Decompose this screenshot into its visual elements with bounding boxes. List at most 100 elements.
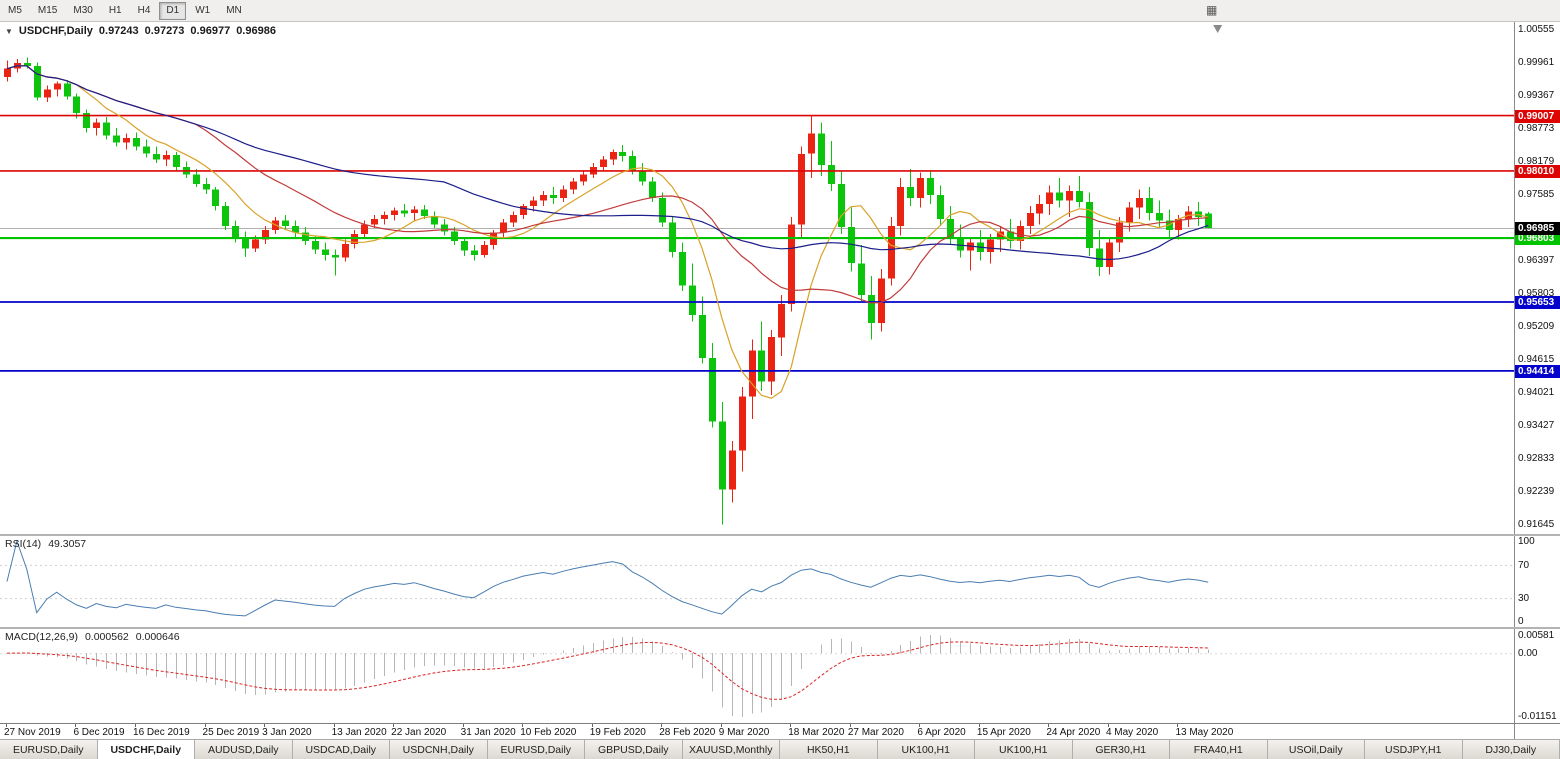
price-axis-label: 0.94615 <box>1518 353 1555 365</box>
rsi-indicator-panel: RSI(14) 49.3057 100 70 30 0 <box>0 534 1560 627</box>
rsi-plot[interactable]: RSI(14) 49.3057 <box>0 536 1514 627</box>
time-axis-tick <box>849 724 851 727</box>
rsi-label: RSI(14) <box>5 538 42 550</box>
time-axis-tick <box>264 724 266 727</box>
chart-tab-gbpusd-daily[interactable]: GBPUSD,Daily <box>585 740 683 759</box>
toolbar-grid-icon[interactable]: ▦ <box>1206 3 1218 17</box>
time-axis-label: 27 Mar 2020 <box>847 727 904 738</box>
time-axis-tick <box>393 724 395 727</box>
time-axis-tick <box>790 724 792 727</box>
time-axis-label: 6 Apr 2020 <box>917 727 966 738</box>
price-axis[interactable]: 1.00555 0.99961 0.99367 0.98773 0.98179 0.975… <box>1514 22 1560 534</box>
chart-tab-eurusd-daily[interactable]: EURUSD,Daily <box>487 740 585 759</box>
rsi-axis-label: 0 <box>1518 616 1524 627</box>
current-price-badge: 0.96985 <box>1515 221 1560 235</box>
macd-indicator-panel: MACD(12,26,9) 0.000562 0.000646 0.00581 0… <box>0 627 1560 723</box>
price-axis-label: 0.99367 <box>1518 89 1555 101</box>
timeframe-button-m5[interactable]: M5 <box>1 2 29 20</box>
chart-tab-usdchf-daily[interactable]: USDCHF,Daily <box>97 740 195 759</box>
time-axis-spacer <box>1514 724 1560 739</box>
time-axis-labels: 27 Nov 2019 6 Dec 2019 16 Dec 2019 25 Dec 2… <box>0 724 1514 739</box>
timeframe-toolbar: ▦ M5 M15 M30 H1 H4 D1 W1 MN <box>0 0 1560 22</box>
macd-axis[interactable]: 0.00581 0.00 -0.01151 <box>1514 629 1560 723</box>
time-axis-tick <box>522 724 524 727</box>
time-axis-tick <box>1107 724 1109 727</box>
rsi-axis[interactable]: 100 70 30 0 <box>1514 536 1560 627</box>
chart-symbol-label: USDCHF,Daily <box>18 25 93 37</box>
chart-tab-hk50-h1[interactable]: HK50,H1 <box>780 740 878 759</box>
time-axis-label: 27 Nov 2019 <box>3 727 61 738</box>
macd-histogram <box>17 634 1209 718</box>
price-axis-label: 0.92239 <box>1518 485 1555 497</box>
timeframe-button-h4[interactable]: H4 <box>131 2 158 20</box>
main-chart-plot[interactable]: ▼ USDCHF,Daily 0.97243 0.97273 0.96977 0… <box>0 22 1514 534</box>
one-click-trading-icon[interactable]: ▼ <box>5 26 13 36</box>
macd-signal-line <box>6 641 1209 700</box>
price-axis-label: 0.99961 <box>1518 56 1555 68</box>
chart-tab-uk100-h1[interactable]: UK100,H1 <box>975 740 1073 759</box>
timeframe-button-m30[interactable]: M30 <box>66 2 99 20</box>
ohlc-low: 0.96977 <box>190 25 231 37</box>
price-line-badge: 0.94414 <box>1515 364 1560 378</box>
macd-chart <box>0 634 1514 718</box>
timeframe-button-w1[interactable]: W1 <box>188 2 217 20</box>
time-axis-label: 15 Apr 2020 <box>976 727 1031 738</box>
time-axis-tick <box>75 724 77 727</box>
rsi-axis-label: 30 <box>1518 593 1530 605</box>
macd-signal-value: 0.000646 <box>135 631 180 643</box>
chart-tab-usdcnh-daily[interactable]: USDCNH,Daily <box>390 740 488 759</box>
timeframe-button-mn[interactable]: MN <box>219 2 249 20</box>
time-axis-tick <box>1048 724 1050 727</box>
time-axis-label: 13 May 2020 <box>1175 727 1234 738</box>
time-axis[interactable]: 27 Nov 2019 6 Dec 2019 16 Dec 2019 25 Dec 2… <box>0 723 1560 739</box>
chart-tab-xauusd-monthly[interactable]: XAUUSD,Monthly <box>682 740 780 759</box>
chart-tab-ger30-h1[interactable]: GER30,H1 <box>1072 740 1170 759</box>
time-axis-label: 16 Dec 2019 <box>133 727 190 738</box>
timeframe-button-h1[interactable]: H1 <box>102 2 129 20</box>
time-axis-label: 3 Jan 2020 <box>262 727 312 738</box>
chart-tab-dj30-daily[interactable]: DJ30,Daily <box>1462 740 1560 759</box>
price-axis-label: 0.92833 <box>1518 452 1555 464</box>
main-chart-panel: ▼ USDCHF,Daily 0.97243 0.97273 0.96977 0… <box>0 22 1560 534</box>
chart-tab-fra40-h1[interactable]: FRA40,H1 <box>1170 740 1268 759</box>
time-axis-tick <box>333 724 335 727</box>
macd-plot[interactable]: MACD(12,26,9) 0.000562 0.000646 <box>0 629 1514 723</box>
chart-tab-eurusd-daily[interactable]: EURUSD,Daily <box>0 740 98 759</box>
time-axis-tick <box>978 724 980 727</box>
price-axis-label: 0.94021 <box>1518 386 1555 398</box>
price-line-badge: 0.98010 <box>1515 164 1560 178</box>
time-axis-tick <box>919 724 921 727</box>
price-line-badge: 0.96803 <box>1515 232 1560 246</box>
time-axis-label: 4 May 2020 <box>1105 727 1159 738</box>
chart-title: ▼ USDCHF,Daily 0.97243 0.97273 0.96977 0… <box>5 25 276 37</box>
price-line-badge: 0.99007 <box>1515 109 1560 123</box>
timeframe-button-d1[interactable]: D1 <box>159 1 187 20</box>
chart-tab-uk100-h1[interactable]: UK100,H1 <box>877 740 975 759</box>
price-axis-label: 0.96397 <box>1518 254 1555 266</box>
time-axis-label: 9 Mar 2020 <box>718 727 770 738</box>
rsi-line <box>6 539 1209 617</box>
chart-tab-audusd-daily[interactable]: AUDUSD,Daily <box>195 740 293 759</box>
price-axis-label: 0.97585 <box>1518 188 1555 200</box>
time-axis-label: 25 Dec 2019 <box>202 727 260 738</box>
rsi-title: RSI(14) 49.3057 <box>5 538 86 550</box>
time-axis-label: 10 Feb 2020 <box>520 727 577 738</box>
macd-title: MACD(12,26,9) 0.000562 0.000646 <box>5 631 180 643</box>
time-axis-label: 24 Apr 2020 <box>1046 727 1101 738</box>
chart-tab-usdjpy-h1[interactable]: USDJPY,H1 <box>1365 740 1463 759</box>
macd-axis-label: -0.01151 <box>1518 711 1557 722</box>
moving-average-20-line <box>6 65 1209 304</box>
moving-average-8-line <box>6 65 1209 399</box>
time-axis-label: 13 Jan 2020 <box>331 727 387 738</box>
ohlc-high: 0.97273 <box>144 25 185 37</box>
time-axis-tick <box>661 724 663 727</box>
time-axis-label: 22 Jan 2020 <box>391 727 447 738</box>
chart-tab-usoil-daily[interactable]: USOil,Daily <box>1267 740 1365 759</box>
time-axis-label: 18 Mar 2020 <box>788 727 845 738</box>
time-axis-tick <box>462 724 464 727</box>
chart-tab-usdcad-daily[interactable]: USDCAD,Daily <box>292 740 390 759</box>
timeframe-button-m15[interactable]: M15 <box>31 2 64 20</box>
price-axis-label: 0.95209 <box>1518 320 1555 332</box>
macd-axis-label: 0.00 <box>1518 648 1538 660</box>
